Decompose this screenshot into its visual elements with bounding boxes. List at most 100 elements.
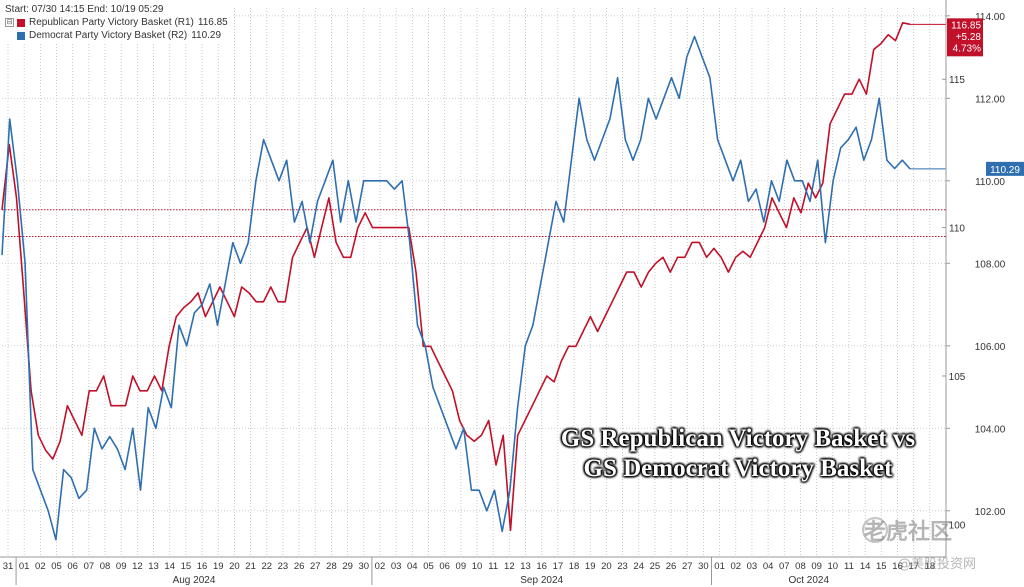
x-tick-label: 10 — [472, 561, 483, 572]
x-tick-label: 30 — [359, 561, 370, 572]
x-tick-label: 21 — [245, 561, 256, 572]
series-layer — [1, 22, 946, 541]
x-tick-label: 17 — [908, 561, 919, 572]
overlay-title-line1: GS Republican Victory Basket vs — [560, 425, 916, 452]
x-tick-label: 27 — [310, 561, 321, 572]
x-tick-label: 09 — [116, 561, 127, 572]
x-tick-label: 09 — [811, 561, 822, 572]
legend-value-democrat: 110.29 — [191, 30, 222, 41]
democrat-series-line — [1, 35, 911, 541]
x-tick-label: 22 — [261, 561, 272, 572]
x-tick-label: 06 — [67, 561, 78, 572]
x-tick-label: 07 — [84, 561, 95, 572]
collapse-icon[interactable]: ⊟ — [5, 18, 14, 27]
legend-range-text: Start: 07/30 14:15 End: 10/19 05:29 — [5, 4, 164, 15]
x-tick-label: 05 — [423, 561, 434, 572]
x-tick-label: 04 — [763, 561, 774, 572]
x-tick-label: 16 — [892, 561, 903, 572]
x-tick-label: 01 — [714, 561, 725, 572]
watermark-handle: @美股投资网 — [898, 557, 977, 572]
democrat-last-value-box — [986, 161, 1024, 176]
x-tick-label: 03 — [747, 561, 758, 572]
x-tick-label: 16 — [197, 561, 208, 572]
x-tick-label: 23 — [617, 561, 628, 572]
x-tick-label: 31 — [3, 561, 14, 572]
x-tick-label: 27 — [682, 561, 693, 572]
reference-lines — [2, 209, 946, 238]
x-tick-label: 28 — [326, 561, 337, 572]
x-tick-label: 29 — [342, 561, 353, 572]
left-axis-tick-label: 100 — [949, 520, 966, 531]
x-tick-label: 14 — [164, 561, 175, 572]
republican-swatch — [17, 18, 25, 27]
legend-label-republican: Republican Party Victory Basket (R1) — [29, 17, 194, 28]
left-axis-tick-label: 115 — [949, 75, 965, 86]
legend-value-republican: 116.85 — [197, 17, 228, 28]
x-tick-label: 02 — [375, 561, 386, 572]
x-tick-label: 08 — [795, 561, 806, 572]
left-axis-tick-label: 110 — [949, 224, 965, 235]
right-axis-tick-label: 104.00 — [975, 424, 1006, 435]
democrat-last-value-label: 110.29 — [990, 165, 1020, 176]
left-axis-tick-label: 105 — [949, 372, 966, 383]
x-tick-label: 11 — [488, 561, 498, 572]
legend-label-democrat: Democrat Party Victory Basket (R2) — [29, 30, 188, 41]
x-tick-label: 17 — [553, 561, 564, 572]
x-month-label: Sep 2024 — [520, 575, 563, 586]
x-tick-label: 19 — [213, 561, 224, 572]
x-tick-label: 13 — [148, 561, 159, 572]
x-tick-label: 20 — [229, 561, 240, 572]
x-month-label: Aug 2024 — [173, 575, 216, 586]
chart-overlay-title: GS Republican Victory Basket vs GS Democ… — [548, 424, 928, 484]
x-tick-label: 25 — [650, 561, 661, 572]
watermark-text: 老虎社区 — [864, 520, 953, 545]
republican-last-value-box — [947, 18, 983, 57]
x-tick-label: 07 — [779, 561, 790, 572]
x-tick-label: 18 — [569, 561, 580, 572]
right-axis-tick-label: 110.00 — [975, 177, 1005, 188]
legend-item-democrat[interactable]: Democrat Party Victory Basket (R2) 110.2… — [5, 29, 228, 42]
right-axis-tick-label: 108.00 — [975, 259, 1006, 270]
x-tick-label: 13 — [520, 561, 531, 572]
x-tick-label: 14 — [860, 561, 871, 572]
x-tick-label: 05 — [51, 561, 62, 572]
x-tick-label: 15 — [181, 561, 192, 572]
right-axis-tick-label: 106.00 — [975, 342, 1006, 353]
x-tick-label: 06 — [439, 561, 450, 572]
overlay-title-line2: GS Democrat Victory Basket — [583, 455, 893, 482]
republican-last-value-label: 116.85 — [951, 20, 981, 31]
x-tick-label: 11 — [844, 561, 854, 572]
x-tick-label: 09 — [456, 561, 467, 572]
x-tick-label: 01 — [19, 561, 30, 572]
x-tick-label: 19 — [585, 561, 596, 572]
x-tick-label: 03 — [391, 561, 402, 572]
x-tick-label: 04 — [407, 561, 418, 572]
x-tick-label: 10 — [828, 561, 839, 572]
x-tick-label: 26 — [666, 561, 677, 572]
x-month-label: Oct 2024 — [788, 575, 829, 586]
x-tick-label: 30 — [698, 561, 709, 572]
republican-last-value-label: 4.73% — [953, 43, 981, 54]
watermark-logo-icon — [862, 517, 888, 543]
republican-last-value-label: +5.28 — [956, 32, 982, 43]
x-tick-label: 02 — [35, 561, 46, 572]
x-tick-label: 12 — [504, 561, 515, 572]
democrat-swatch — [17, 31, 25, 40]
legend-item-republican[interactable]: ⊟ Republican Party Victory Basket (R1) 1… — [5, 16, 228, 29]
legend-range: Start: 07/30 14:15 End: 10/19 05:29 — [5, 3, 228, 16]
right-axis-tick-label: 102.00 — [975, 507, 1006, 518]
x-tick-label: 08 — [100, 561, 111, 572]
x-tick-label: 12 — [132, 561, 143, 572]
x-tick-label: 16 — [536, 561, 547, 572]
x-tick-label: 15 — [876, 561, 887, 572]
right-axis-tick-label: 112.00 — [975, 94, 1005, 105]
x-tick-label: 26 — [294, 561, 305, 572]
right-axis-tick-label: 114.00 — [975, 12, 1005, 23]
x-tick-label: 24 — [633, 561, 644, 572]
republican-series-line — [1, 22, 911, 532]
x-tick-label: 20 — [601, 561, 612, 572]
x-tick-label: 23 — [278, 561, 289, 572]
x-tick-label: 18 — [925, 561, 936, 572]
